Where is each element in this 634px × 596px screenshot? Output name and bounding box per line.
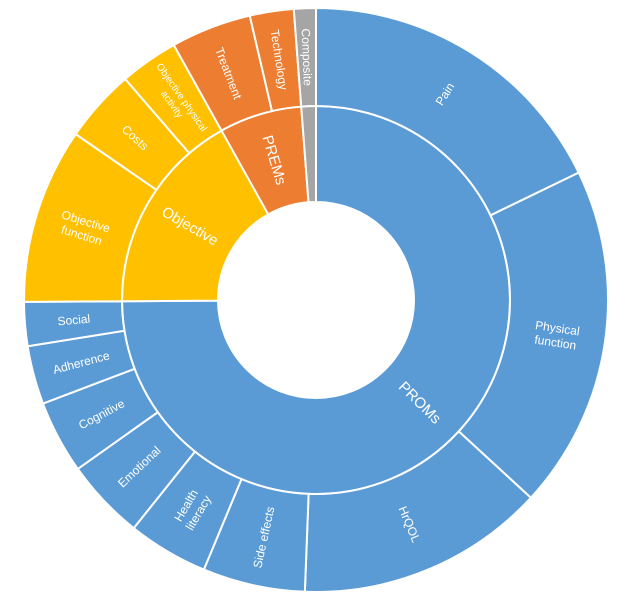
outer-label-physical-function: Physicalfunction xyxy=(532,318,580,353)
outer-segment-composite xyxy=(292,6,317,108)
outer-label-composite: Composite xyxy=(299,28,315,86)
outer-label-social: Social xyxy=(57,312,91,329)
outer-segment-physical-function xyxy=(457,171,609,500)
